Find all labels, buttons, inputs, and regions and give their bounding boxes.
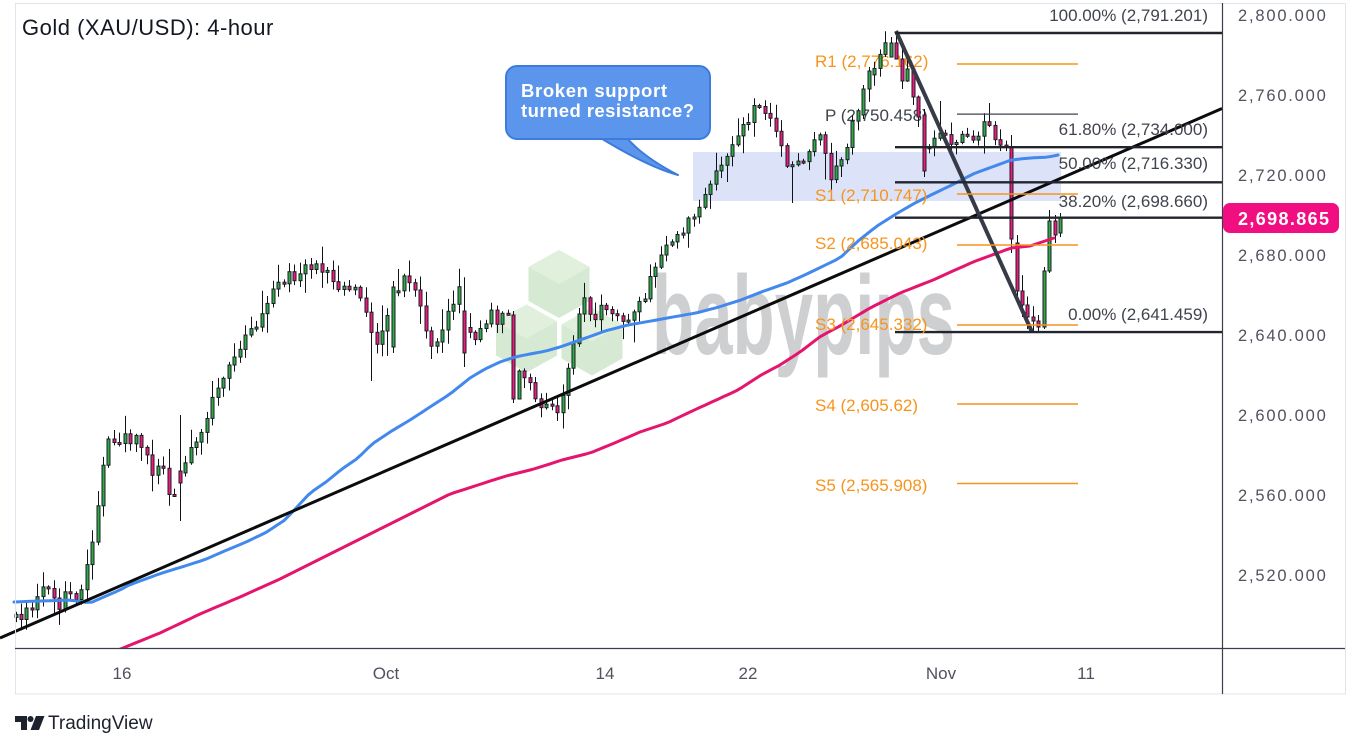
- svg-text:P (2,750.458): P (2,750.458): [825, 106, 928, 125]
- svg-text:Gold (XAU/USD): 4-hour: Gold (XAU/USD): 4-hour: [22, 15, 274, 40]
- svg-text:100.00% (2,791.201): 100.00% (2,791.201): [1049, 6, 1208, 25]
- svg-text:2,720.000: 2,720.000: [1238, 167, 1328, 185]
- svg-text:S1 (2,710.747): S1 (2,710.747): [815, 186, 927, 205]
- svg-text:38.20% (2,698.660): 38.20% (2,698.660): [1059, 192, 1208, 211]
- svg-text:2,698.865: 2,698.865: [1238, 209, 1329, 229]
- svg-text:50.00% (2,716.330): 50.00% (2,716.330): [1059, 154, 1208, 173]
- svg-text:S4 (2,605.62): S4 (2,605.62): [815, 396, 918, 415]
- svg-text:S3 (2,645.332): S3 (2,645.332): [815, 315, 927, 334]
- svg-text:babypips: babypips: [652, 253, 955, 378]
- svg-text:2,600.000: 2,600.000: [1238, 407, 1328, 425]
- svg-text:2,560.000: 2,560.000: [1238, 487, 1328, 505]
- svg-text:Broken support: Broken support: [521, 80, 667, 101]
- svg-text:16: 16: [113, 664, 132, 683]
- svg-text:14: 14: [596, 664, 615, 683]
- svg-text:S5 (2,565.908): S5 (2,565.908): [815, 476, 927, 495]
- svg-text:turned resistance?: turned resistance?: [521, 100, 694, 121]
- svg-text:TradingView: TradingView: [48, 713, 153, 734]
- svg-text:R1 (2,776.162): R1 (2,776.162): [815, 52, 928, 71]
- svg-text:61.80% (2,734.000): 61.80% (2,734.000): [1059, 120, 1208, 139]
- svg-text:22: 22: [739, 664, 758, 683]
- svg-text:2,760.000: 2,760.000: [1238, 87, 1328, 105]
- svg-text:Oct: Oct: [373, 664, 400, 683]
- svg-text:2,680.000: 2,680.000: [1238, 247, 1328, 265]
- svg-text:0.00% (2,641.459): 0.00% (2,641.459): [1068, 305, 1208, 324]
- svg-text:Nov: Nov: [926, 664, 957, 683]
- svg-text:2,520.000: 2,520.000: [1238, 567, 1328, 585]
- svg-text:S2 (2,685.043): S2 (2,685.043): [815, 234, 927, 253]
- svg-text:11: 11: [1077, 664, 1095, 683]
- svg-text:2,640.000: 2,640.000: [1238, 327, 1328, 345]
- svg-text:2,800.000: 2,800.000: [1238, 7, 1328, 25]
